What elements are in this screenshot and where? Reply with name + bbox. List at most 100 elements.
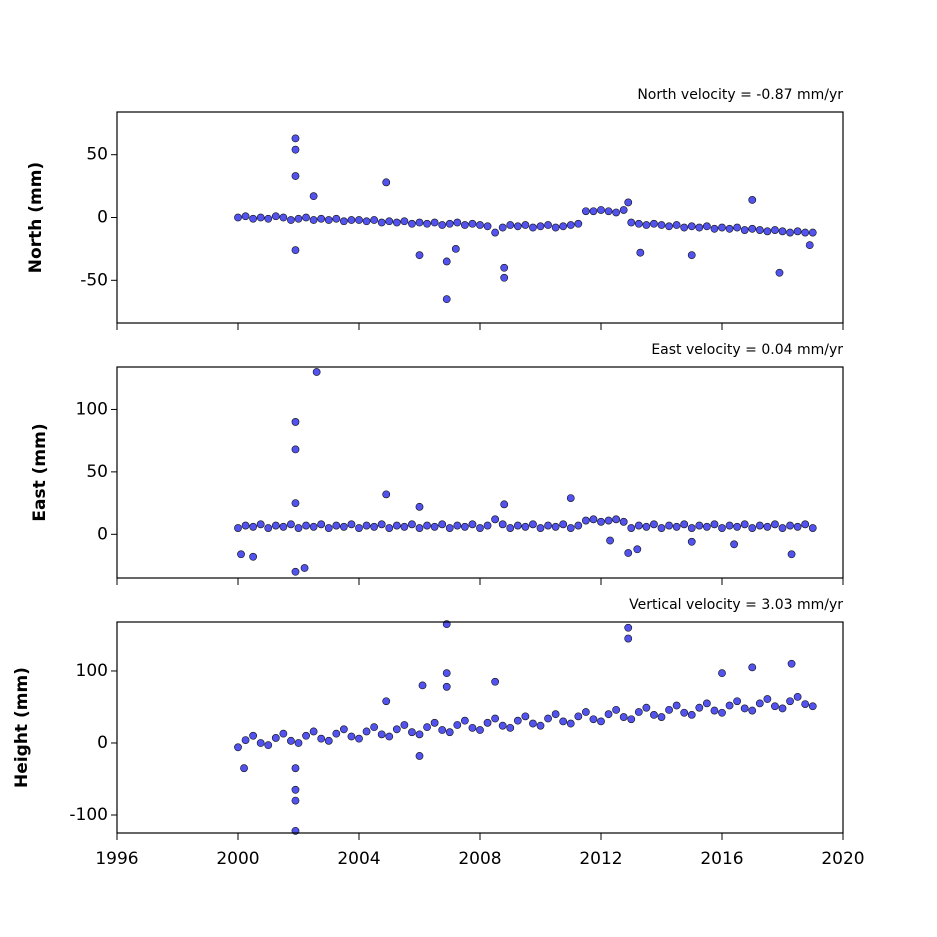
data-point xyxy=(506,723,515,732)
data-point xyxy=(740,226,749,234)
data-point xyxy=(650,219,658,228)
data-point xyxy=(624,549,633,557)
data-point xyxy=(400,217,409,226)
data-point xyxy=(324,216,333,224)
data-point xyxy=(377,520,386,529)
data-point xyxy=(287,520,295,529)
data-point xyxy=(748,524,757,532)
data-point xyxy=(249,731,258,740)
data-point xyxy=(624,623,633,632)
data-point xyxy=(748,663,757,672)
data-point xyxy=(702,522,711,531)
data-point xyxy=(619,517,628,526)
data-point xyxy=(302,521,310,530)
data-point xyxy=(468,219,477,228)
data-point xyxy=(619,713,628,721)
data-point xyxy=(483,222,492,231)
data-point xyxy=(597,517,605,526)
data-point xyxy=(787,659,796,668)
data-point xyxy=(687,251,696,260)
data-point xyxy=(544,221,552,229)
data-point xyxy=(672,701,681,710)
data-point xyxy=(347,520,356,529)
data-point xyxy=(627,715,636,724)
data-point xyxy=(291,172,300,180)
data-point xyxy=(574,521,583,530)
data-point xyxy=(451,244,460,253)
data-point xyxy=(636,248,645,257)
data-point xyxy=(256,739,265,747)
data-point xyxy=(793,522,802,531)
data-point xyxy=(234,524,242,532)
data-point xyxy=(291,246,300,255)
data-point xyxy=(498,223,507,232)
data-point xyxy=(763,695,772,703)
data-point xyxy=(460,716,469,725)
data-point xyxy=(408,520,416,529)
data-point xyxy=(271,212,280,221)
data-point xyxy=(805,241,814,250)
x-tick-label: 2012 xyxy=(579,849,622,869)
data-point xyxy=(506,221,515,229)
data-point xyxy=(801,700,810,708)
data-point xyxy=(476,524,484,532)
data-point xyxy=(317,734,326,743)
data-point xyxy=(581,207,590,216)
data-point xyxy=(249,552,258,561)
data-point xyxy=(500,273,509,282)
data-point xyxy=(370,522,379,531)
data-point xyxy=(695,703,704,712)
data-point xyxy=(513,521,522,530)
y-axis-label: North (mm) xyxy=(26,162,46,273)
data-point xyxy=(566,524,575,532)
data-point xyxy=(521,221,530,229)
data-point xyxy=(730,540,738,549)
data-point xyxy=(775,268,784,277)
data-point xyxy=(234,213,242,222)
x-tick-label: 2000 xyxy=(216,849,259,869)
data-point xyxy=(529,223,537,232)
data-point xyxy=(279,522,288,531)
data-point xyxy=(291,796,300,805)
data-point xyxy=(332,214,341,223)
data-point xyxy=(748,706,757,715)
data-point xyxy=(291,764,300,773)
data-point xyxy=(589,715,598,724)
data-point xyxy=(657,524,666,532)
data-point xyxy=(256,213,265,222)
data-point xyxy=(491,228,500,237)
data-point xyxy=(801,520,810,529)
data-point xyxy=(498,721,507,730)
data-point xyxy=(606,536,614,545)
data-point xyxy=(687,524,696,532)
data-point xyxy=(423,219,431,228)
data-point xyxy=(408,219,416,228)
data-point xyxy=(627,524,636,532)
data-point xyxy=(370,723,379,732)
panel-title: North velocity = -0.87 mm/yr xyxy=(637,87,843,103)
data-point xyxy=(665,705,673,714)
data-point xyxy=(279,729,288,738)
data-point xyxy=(793,692,802,701)
y-axis-label: East (mm) xyxy=(30,423,50,521)
y-tick-label: 0 xyxy=(97,208,108,228)
data-point xyxy=(385,217,394,226)
data-point xyxy=(400,522,409,531)
data-point xyxy=(778,227,787,236)
data-point xyxy=(612,208,621,217)
data-point xyxy=(423,521,431,530)
y-tick-label: 50 xyxy=(86,462,108,482)
data-point xyxy=(460,221,469,229)
data-point xyxy=(718,223,726,232)
data-point xyxy=(287,736,295,745)
y-tick-label: 50 xyxy=(86,145,108,165)
data-point xyxy=(468,723,477,732)
data-point xyxy=(264,524,273,532)
panel-title: Vertical velocity = 3.03 mm/yr xyxy=(629,597,843,613)
data-point xyxy=(544,521,552,530)
data-point xyxy=(415,524,424,532)
data-point xyxy=(347,216,356,224)
data-point xyxy=(241,212,250,221)
x-tick-label: 2016 xyxy=(700,849,743,869)
data-point xyxy=(418,681,427,690)
